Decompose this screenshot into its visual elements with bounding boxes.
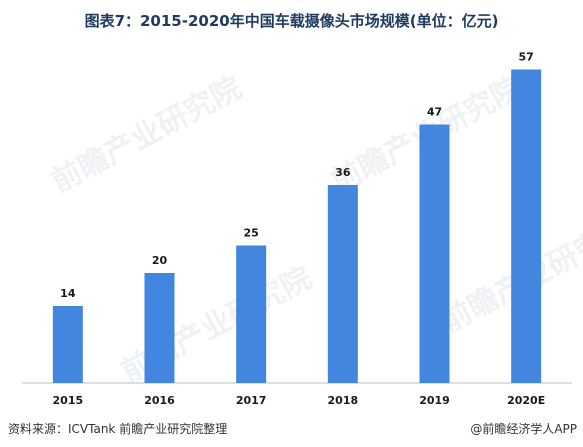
x-tick-label-2016: 2016 [144,394,175,407]
x-tick-label-2020E: 2020E [507,394,545,407]
data-label-2016: 20 [152,254,168,267]
x-tick-label-2019: 2019 [419,394,450,407]
data-label-2018: 36 [335,166,351,179]
x-tick-label-2017: 2017 [236,394,267,407]
x-tick-label-2015: 2015 [53,394,84,407]
data-label-2019: 47 [427,106,442,119]
bar-2018 [327,185,358,383]
bar-2015 [52,306,83,383]
chart-title: 图表7：2015-2020年中国车载摄像头市场规模(单位：亿元) [84,12,499,30]
bar-2016 [144,273,175,383]
brand-label: @前瞻经济学人APP [470,422,577,436]
bar-2019 [419,124,450,383]
bar-2020E [511,69,542,383]
data-label-2020E: 57 [519,51,534,64]
data-label-2017: 25 [244,227,259,240]
source-note: 资料来源：ICVTank 前瞻产业研究院整理 [8,422,228,436]
x-tick-label-2018: 2018 [328,394,359,407]
bar-2017 [236,245,267,383]
data-label-2015: 14 [60,287,76,300]
